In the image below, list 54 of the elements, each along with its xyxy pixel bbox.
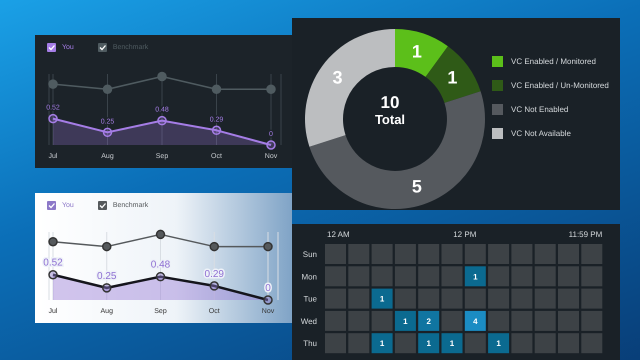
data-label: 1 (412, 41, 422, 62)
legend-label: VC Not Available (511, 129, 571, 138)
point (156, 230, 166, 240)
point (266, 84, 276, 94)
data-label: 1 (447, 67, 458, 88)
data-label: 3 (332, 67, 343, 88)
point (263, 295, 273, 305)
point (102, 242, 112, 252)
data-label: 2 (426, 316, 432, 326)
donut-slice (395, 29, 448, 77)
text: Total (374, 111, 406, 128)
donut-slice (309, 91, 485, 209)
y-tick-label: Tue (304, 294, 318, 304)
y-tick-label: Thu (303, 339, 317, 348)
legend-label: VC Enabled / Un-Monitored (511, 81, 609, 90)
point (48, 79, 58, 89)
x-tick-label: 12 PM (453, 230, 477, 239)
point (266, 140, 276, 150)
point (210, 242, 219, 252)
point (48, 270, 58, 280)
point (210, 281, 219, 291)
data-label: 1 (380, 294, 385, 304)
data-label: 1 (450, 339, 455, 348)
legend-label: VC Enabled / Monitored (511, 57, 596, 66)
point (102, 283, 112, 293)
data-label: 1 (496, 339, 502, 348)
point (156, 272, 166, 282)
data-label: 5 (412, 176, 422, 197)
y-tick-label: Sun (302, 250, 317, 259)
data-label: 4 (473, 316, 478, 326)
data-label: 1 (403, 316, 408, 326)
data-label: 1 (473, 272, 478, 282)
point (48, 114, 58, 124)
y-tick-label: Wed (300, 316, 317, 326)
data-label: 1 (426, 339, 432, 348)
x-tick-label: 11:59 PM (568, 230, 603, 239)
point (48, 236, 58, 246)
data-label: 0.48 (150, 260, 171, 271)
x-tick-label: 12 AM (327, 230, 350, 239)
point (157, 116, 167, 126)
donut-slice (426, 46, 481, 103)
data-label: 1 (380, 339, 385, 348)
data-label: 0.52 (43, 258, 64, 269)
text: 10 (380, 93, 400, 112)
data-label: 0.25 (97, 270, 117, 282)
point (212, 126, 222, 136)
point (102, 84, 112, 94)
data-label: 0.29 (204, 268, 224, 280)
point (212, 84, 222, 94)
point (102, 128, 112, 138)
point (263, 242, 273, 252)
point (157, 72, 167, 82)
legend-label: VC Not Enabled (511, 105, 568, 114)
y-tick-label: Mon (301, 272, 317, 282)
